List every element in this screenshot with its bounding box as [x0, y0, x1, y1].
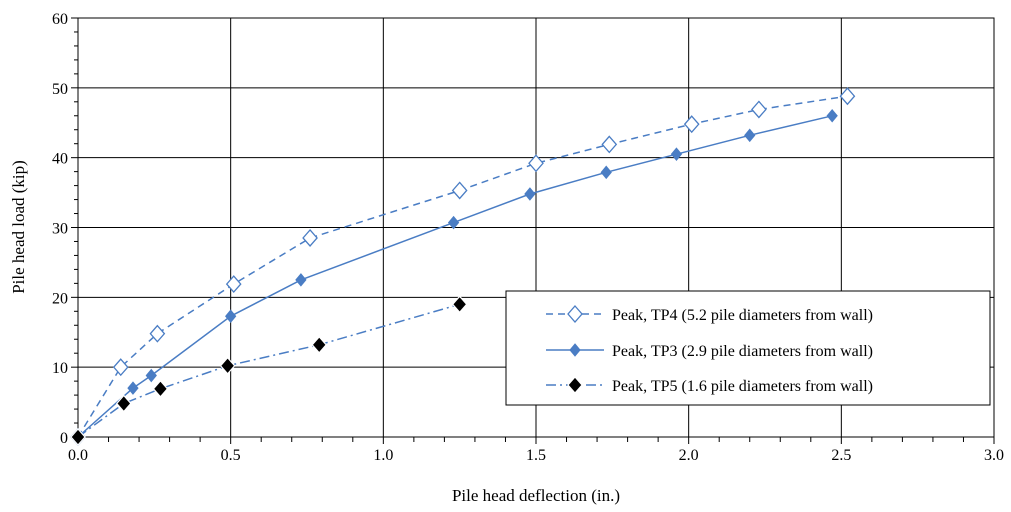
- plot-border: [77, 17, 995, 438]
- series-2: [72, 108, 838, 444]
- y-axis-title: Pile head load (kip): [9, 160, 28, 294]
- y-tick-label: 50: [52, 81, 68, 98]
- y-tick-label: 20: [52, 290, 68, 307]
- x-axis-title: Pile head deflection (in.): [452, 486, 620, 505]
- x-tick-label: 2.5: [831, 447, 851, 464]
- x-tick-label: 0.0: [68, 447, 88, 464]
- legend-label: Peak, TP5 (1.6 pile diameters from wall): [612, 378, 873, 395]
- data-point: [751, 100, 767, 119]
- legend-marker: [569, 343, 581, 357]
- data-point: [295, 273, 307, 287]
- legend-marker: [567, 376, 583, 394]
- data-point: [528, 154, 544, 173]
- data-point: [219, 356, 236, 375]
- data-point: [225, 309, 237, 323]
- data-point: [744, 128, 756, 143]
- data-point: [149, 324, 166, 343]
- y-tick-label: 10: [52, 360, 68, 377]
- x-tick-label: 1.5: [526, 447, 546, 464]
- data-point: [311, 335, 328, 354]
- legend-box: [505, 290, 991, 406]
- series-line: [77, 303, 460, 438]
- data-point: [826, 108, 838, 123]
- data-point: [683, 115, 700, 134]
- data-point: [225, 275, 242, 294]
- data-point: [451, 181, 468, 200]
- data-point: [116, 394, 132, 413]
- y-tick-label: 30: [52, 221, 68, 238]
- legend-item: Peak, TP4 (5.2 pile diameters from wall): [546, 305, 873, 324]
- data-point: [152, 379, 169, 398]
- series-layer: [70, 87, 856, 446]
- data-point: [451, 295, 468, 314]
- legend-marker: [567, 305, 583, 323]
- legend-label: Peak, TP4 (5.2 pile diameters from wall): [612, 307, 873, 324]
- legend-item: Peak, TP5 (1.6 pile diameters from wall): [546, 376, 873, 395]
- data-point: [145, 368, 157, 383]
- data-point: [112, 358, 129, 377]
- data-point: [601, 135, 618, 154]
- data-point: [524, 187, 536, 201]
- tick-layer: 0.0 0.5 1.0 1.5 2.0 2.5 3.0 0 10 20 30 40 50 60: [52, 11, 1004, 464]
- x-tick-label: 3.0: [984, 447, 1004, 464]
- data-point: [670, 147, 683, 161]
- data-point: [127, 381, 139, 395]
- legend-label: Peak, TP3 (2.9 pile diameters from wall): [612, 343, 873, 360]
- x-tick-label: 0.5: [221, 447, 241, 464]
- y-tick-label: 0: [60, 430, 68, 447]
- series-3: [70, 295, 468, 446]
- data-point: [839, 87, 856, 106]
- x-tick-label: 2.0: [679, 447, 699, 464]
- data-point: [447, 215, 460, 230]
- y-tick-label: 60: [52, 11, 68, 28]
- y-tick-label: 40: [52, 151, 68, 168]
- data-point: [302, 228, 318, 247]
- x-tick-label: 1.0: [373, 447, 393, 464]
- data-point: [600, 165, 612, 180]
- legend: Peak, TP4 (5.2 pile diameters from wall)…: [505, 290, 991, 406]
- legend-item: Peak, TP3 (2.9 pile diameters from wall): [546, 343, 873, 360]
- data-point: [70, 428, 86, 446]
